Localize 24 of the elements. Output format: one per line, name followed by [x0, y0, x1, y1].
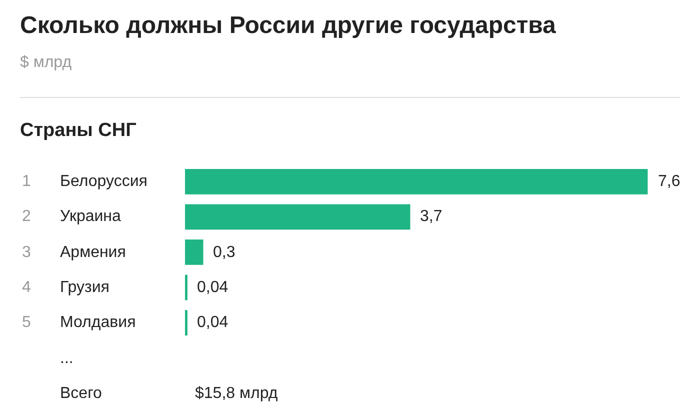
text: 4: [22, 279, 31, 296]
data-label: 0,04: [197, 279, 228, 296]
data-label: 0,04: [197, 314, 228, 331]
text: $ млрд: [20, 54, 72, 72]
y-tick-label: Украина: [60, 208, 122, 225]
bar: [185, 168, 648, 194]
data-label: 3,7: [420, 208, 442, 225]
text: $15,8 млрд: [195, 385, 278, 402]
text: 3: [22, 244, 31, 261]
text: 2: [22, 208, 31, 225]
text: 1: [22, 173, 31, 190]
y-axis-title: Страны СНГ: [20, 120, 136, 142]
y-tick-label: Армения: [60, 244, 126, 261]
y-tick-label: Грузия: [60, 279, 110, 296]
bar: [185, 240, 204, 265]
chart-title: Сколько должны России другие государства: [20, 12, 556, 40]
bar: [185, 204, 410, 230]
y-tick-label: Всего: [60, 385, 102, 402]
data-label: 7,6: [658, 173, 680, 190]
text: 5: [22, 314, 31, 331]
y-tick-label: Белоруссия: [60, 173, 148, 190]
data-label: 0,3: [213, 244, 236, 261]
y-tick-label: ...: [60, 350, 74, 367]
y-tick-label: Молдавия: [60, 314, 136, 331]
